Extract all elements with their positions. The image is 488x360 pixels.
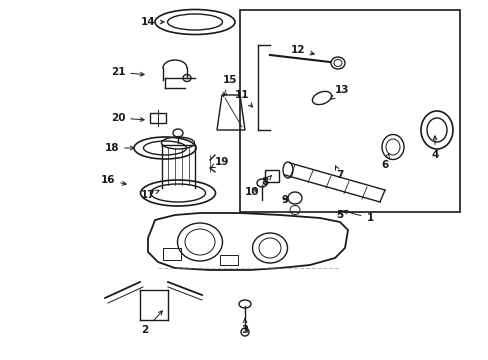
Text: 6: 6 [381,154,388,170]
Bar [163,248,181,260]
Text: 17: 17 [141,190,159,200]
Text: 3: 3 [241,319,248,335]
Bar [220,255,238,265]
Text: 13: 13 [330,85,348,100]
Text: 5: 5 [336,210,343,220]
Bar [240,10,459,212]
Text: 10: 10 [244,187,259,197]
Text: 18: 18 [104,143,134,153]
Text: 1: 1 [343,210,373,223]
Text: 2: 2 [141,311,162,335]
Text: 12: 12 [290,45,314,55]
Text: 15: 15 [223,75,237,96]
Text: 21: 21 [110,67,144,77]
Text: 11: 11 [234,90,252,107]
Text: 4: 4 [430,136,438,160]
Bar [150,113,165,123]
Text: 8: 8 [261,175,271,187]
Text: 14: 14 [141,17,164,27]
Text: 7: 7 [335,166,343,180]
Text: 9: 9 [281,195,288,205]
Bar [264,170,279,182]
Text: 20: 20 [110,113,144,123]
Text: 16: 16 [101,175,126,185]
Text: 19: 19 [210,157,229,167]
